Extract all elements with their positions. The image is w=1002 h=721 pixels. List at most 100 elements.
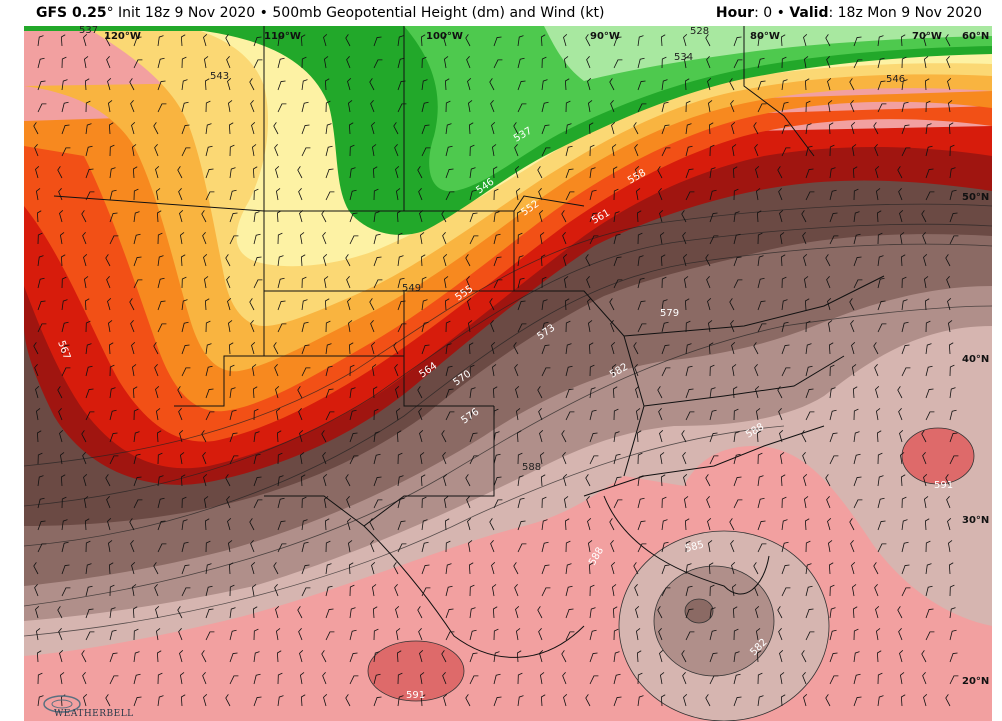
wind-barb bbox=[85, 388, 94, 399]
wind-barb bbox=[132, 386, 138, 399]
wind-barb bbox=[372, 386, 378, 399]
hour-label: Hour bbox=[715, 5, 755, 21]
wind-barb bbox=[421, 541, 429, 553]
wind-barb bbox=[301, 344, 310, 355]
wind-barb bbox=[757, 475, 764, 487]
wind-barb bbox=[684, 276, 689, 289]
wind-barb bbox=[899, 650, 904, 663]
wind-barb bbox=[443, 254, 448, 267]
wind-barb bbox=[109, 652, 118, 663]
wind-barb bbox=[83, 34, 88, 47]
wind-barb bbox=[421, 496, 427, 509]
wind-barb bbox=[325, 145, 333, 157]
wind-barb bbox=[228, 320, 233, 333]
wind-barb bbox=[828, 320, 833, 333]
wind-barb bbox=[756, 650, 762, 663]
wind-barb bbox=[708, 562, 714, 575]
wind-barb bbox=[61, 344, 70, 355]
wind-barb bbox=[709, 364, 715, 377]
wind-barb bbox=[733, 59, 743, 69]
wind-barb bbox=[658, 408, 663, 421]
wind-barb bbox=[805, 343, 812, 355]
wind-barb bbox=[157, 57, 165, 69]
wind-barb bbox=[252, 606, 258, 619]
wind-barb bbox=[709, 675, 719, 685]
wind-barb bbox=[324, 496, 329, 509]
wind-barb bbox=[589, 629, 597, 641]
wind-barb bbox=[754, 584, 759, 597]
wind-barb bbox=[445, 145, 453, 157]
wind-barb bbox=[588, 540, 593, 553]
wind-barb bbox=[612, 386, 618, 399]
wind-barb bbox=[133, 453, 141, 465]
wind-barb bbox=[325, 388, 334, 399]
wind-barb bbox=[924, 496, 929, 509]
wind-barb bbox=[225, 34, 231, 47]
wind-barb bbox=[373, 499, 383, 509]
wind-barb bbox=[658, 188, 663, 201]
wind-barb bbox=[397, 695, 404, 707]
wind-barb bbox=[753, 122, 759, 135]
wind-barb bbox=[301, 367, 311, 377]
wind-barb bbox=[949, 235, 959, 245]
wind-barb bbox=[253, 188, 259, 201]
wind-barb bbox=[729, 78, 735, 91]
wind-barb bbox=[828, 562, 834, 575]
wind-barb bbox=[349, 432, 358, 443]
wind-barb bbox=[109, 607, 116, 619]
wind-barb bbox=[301, 101, 309, 113]
wind-barb bbox=[277, 103, 287, 113]
wind-barb bbox=[396, 430, 402, 443]
wind-barb bbox=[781, 79, 788, 91]
wind-barb bbox=[467, 78, 472, 91]
wind-barb bbox=[850, 540, 855, 553]
wind-barb bbox=[396, 650, 402, 663]
wind-barb bbox=[733, 696, 742, 707]
wind-barb bbox=[83, 694, 88, 707]
wind-barb bbox=[61, 101, 69, 113]
wind-barb bbox=[276, 408, 281, 421]
wind-barb bbox=[683, 474, 688, 487]
wind-barb bbox=[83, 474, 88, 487]
wind-barb bbox=[730, 540, 735, 553]
wind-barb bbox=[733, 279, 743, 289]
wind-barb bbox=[226, 56, 231, 69]
wind-barb bbox=[180, 232, 185, 245]
wind-barb bbox=[733, 188, 739, 201]
wind-barb bbox=[826, 496, 831, 509]
wind-barb bbox=[685, 585, 693, 597]
wind-barb bbox=[901, 56, 907, 69]
wind-barb bbox=[37, 57, 45, 69]
wind-barb bbox=[925, 320, 931, 333]
wind-barb bbox=[541, 147, 551, 157]
header-valid: Hour: 0 • Valid: 18z Mon 9 Nov 2020 bbox=[716, 5, 982, 21]
wind-barb bbox=[373, 256, 382, 267]
wind-barb bbox=[493, 233, 501, 245]
wind-barb bbox=[633, 562, 639, 575]
wind-barb bbox=[514, 144, 519, 157]
wind-barb bbox=[562, 672, 567, 685]
wind-barb bbox=[801, 650, 807, 663]
wind-barb bbox=[203, 694, 208, 707]
wind-barb bbox=[348, 100, 353, 113]
wind-barb bbox=[133, 628, 139, 641]
wind-barb bbox=[706, 56, 711, 69]
wind-barb bbox=[324, 78, 330, 91]
wind-barb bbox=[829, 409, 837, 421]
wind-barb bbox=[517, 672, 523, 685]
wind-barb bbox=[589, 212, 598, 223]
wind-barb bbox=[661, 56, 667, 69]
wind-barb bbox=[205, 320, 211, 333]
wind-barb bbox=[946, 496, 951, 509]
wind-barb bbox=[229, 432, 238, 443]
wind-barb bbox=[541, 519, 548, 531]
wind-barb bbox=[829, 607, 836, 619]
wind-barb bbox=[253, 36, 262, 47]
wind-barb bbox=[877, 323, 887, 333]
wind-barb bbox=[60, 452, 65, 465]
wind-barb bbox=[613, 408, 619, 421]
wind-barb bbox=[465, 254, 471, 267]
wind-barb bbox=[709, 387, 716, 399]
wind-barb bbox=[922, 672, 927, 685]
wind-barb bbox=[945, 694, 951, 707]
